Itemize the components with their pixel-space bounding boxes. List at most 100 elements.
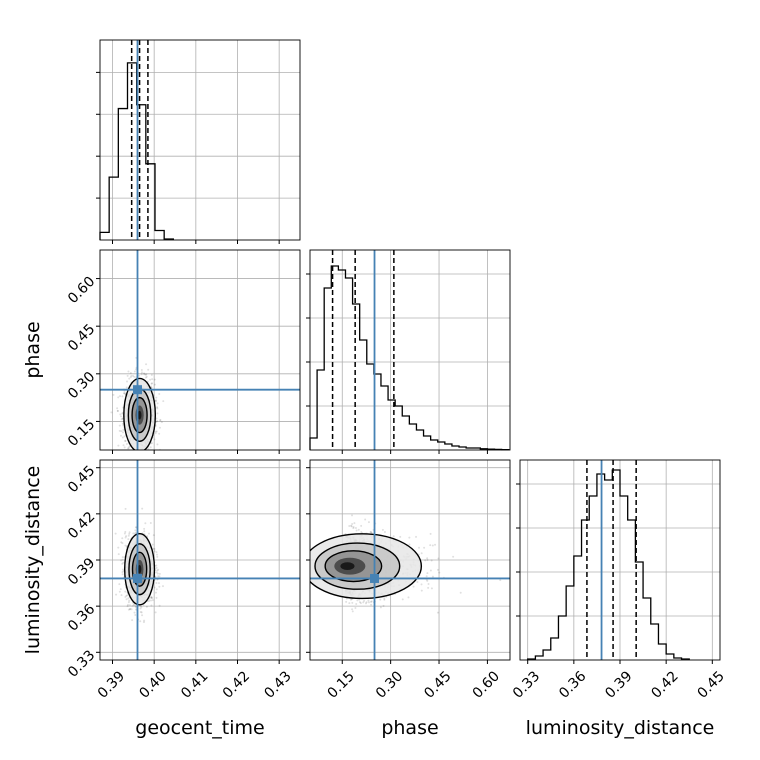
truth-marker xyxy=(370,573,380,583)
scatter-point xyxy=(408,536,411,539)
scatter-point xyxy=(138,374,141,377)
scatter-point xyxy=(118,429,121,432)
scatter-point xyxy=(150,597,153,600)
scatter-point xyxy=(423,546,426,549)
scatter-point xyxy=(353,522,356,525)
scatter-point xyxy=(418,546,421,549)
scatter-point xyxy=(144,373,147,376)
scatter-point xyxy=(379,606,382,609)
scatter-point xyxy=(155,588,158,591)
axis-labels-layer: geocent_time phase luminosity_distance p… xyxy=(22,321,714,739)
scatter-point xyxy=(425,575,428,578)
contour-line xyxy=(314,542,401,590)
scatter-point xyxy=(430,559,433,562)
scatter-point xyxy=(370,603,373,606)
scatter-point xyxy=(162,400,165,403)
scatter-point xyxy=(364,602,367,605)
scatter-point xyxy=(140,606,143,609)
scatter-point xyxy=(158,572,161,575)
scatter-point xyxy=(117,444,120,447)
scatter-point xyxy=(355,602,358,605)
scatter-point xyxy=(147,458,149,460)
scatter-point xyxy=(149,596,152,599)
scatter-point xyxy=(137,452,139,454)
scatter-point xyxy=(363,599,366,602)
scatter-point xyxy=(117,546,120,549)
scatter-point xyxy=(116,410,119,413)
scatter-point xyxy=(424,559,427,562)
scatter-point xyxy=(116,407,119,410)
scatter-point xyxy=(150,604,153,607)
scatter-point xyxy=(351,608,354,611)
scatter-point xyxy=(140,611,143,614)
scatter-point xyxy=(117,553,120,556)
scatter-point xyxy=(138,456,140,458)
scatter-point xyxy=(351,601,354,604)
scatter-point xyxy=(369,600,372,603)
scatter-point xyxy=(139,611,142,614)
scatter-cloud xyxy=(110,356,165,475)
x-tick-label: 0.42 xyxy=(648,668,681,701)
panel-hist-phase xyxy=(306,249,511,454)
scatter-point xyxy=(122,561,125,564)
scatter-point xyxy=(370,600,373,603)
scatter-point xyxy=(126,380,129,383)
ylabel-phase: phase xyxy=(22,321,44,378)
scatter-point xyxy=(437,557,440,560)
scatter-point xyxy=(119,588,122,591)
scatter-point xyxy=(139,453,141,455)
scatter-point xyxy=(155,582,158,585)
scatter-point xyxy=(429,569,432,572)
scatter-point xyxy=(407,596,410,599)
scatter-cloud xyxy=(310,514,502,614)
contour-line xyxy=(123,377,157,450)
scatter-point xyxy=(153,438,156,441)
scatter-point xyxy=(143,527,146,530)
scatter-point xyxy=(134,608,137,611)
scatter-point xyxy=(127,597,130,600)
scatter-point xyxy=(131,473,133,475)
scatter-point xyxy=(129,607,132,610)
scatter-point xyxy=(415,535,418,538)
scatter-point xyxy=(154,400,157,403)
scatter-point xyxy=(436,611,439,614)
scatter-point xyxy=(364,518,367,521)
contour-line xyxy=(310,533,423,600)
scatter-point xyxy=(354,606,357,609)
scatter-point xyxy=(160,421,163,424)
x-tick-label: 0.40 xyxy=(136,668,169,701)
scatter-point xyxy=(130,452,132,454)
scatter-point xyxy=(120,594,123,597)
y-tick-label: 0.15 xyxy=(65,416,98,449)
scatter-point xyxy=(352,527,355,530)
scatter-point xyxy=(128,604,131,607)
scatter-point xyxy=(121,571,124,574)
scatter-point xyxy=(131,619,134,622)
scatter-point xyxy=(145,373,148,376)
scatter-point xyxy=(125,442,128,445)
scatter-point xyxy=(436,568,439,571)
scatter-point xyxy=(127,370,130,373)
scatter-point xyxy=(126,374,129,377)
panel-scatter-phase-luminosity_distance: 0.15 0.30 0.45 0.60 xyxy=(306,459,511,702)
scatter-point xyxy=(157,575,160,578)
scatter-point xyxy=(132,374,135,377)
density-level xyxy=(137,565,142,574)
scatter-point xyxy=(356,599,359,602)
scatter-point xyxy=(383,530,386,533)
scatter-point xyxy=(426,579,429,582)
x-tick-label: 0.45 xyxy=(421,668,454,701)
scatter-point xyxy=(123,392,126,395)
scatter-point xyxy=(420,552,423,555)
scatter-point xyxy=(146,535,149,538)
scatter-point xyxy=(155,564,158,567)
scatter-point xyxy=(154,611,157,614)
x-tick-label: 0.15 xyxy=(325,668,358,701)
scatter-point xyxy=(120,418,123,421)
scatter-point xyxy=(155,430,158,433)
scatter-point xyxy=(141,507,144,510)
scatter-point xyxy=(360,524,363,527)
scatter-point xyxy=(124,590,127,593)
scatter-point xyxy=(150,382,153,385)
